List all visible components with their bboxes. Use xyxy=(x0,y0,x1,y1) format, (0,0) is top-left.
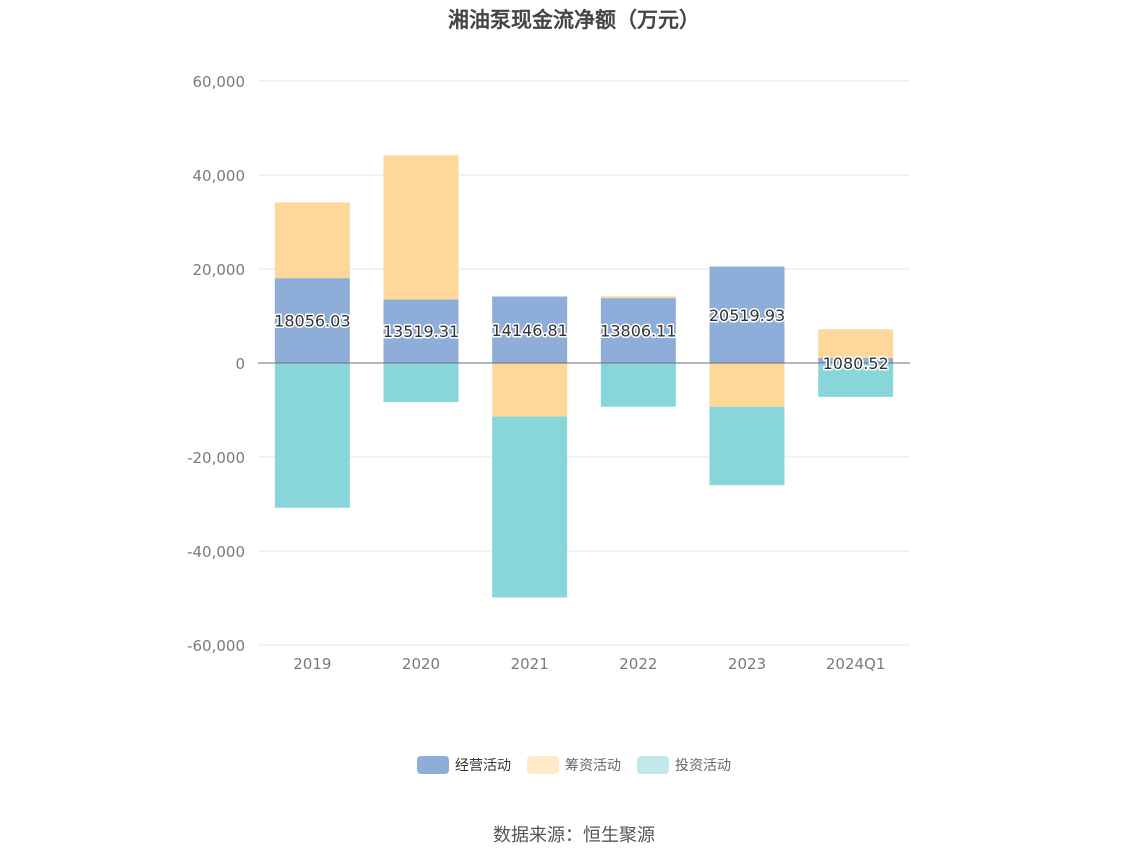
bar-operating-2022 xyxy=(600,298,676,363)
bar-operating-2021 xyxy=(492,296,568,363)
bar-financing-2021 xyxy=(492,363,568,417)
x-tick-label: 2022 xyxy=(619,655,657,673)
legend-item-financing[interactable]: 筹资活动 xyxy=(527,755,621,775)
x-tick-label: 2023 xyxy=(728,655,766,673)
y-tick-label: 40,000 xyxy=(193,167,246,185)
data-label-operating: 14146.81 xyxy=(491,321,567,340)
data-label-operating: 18056.03 xyxy=(274,312,350,331)
y-tick-label: 20,000 xyxy=(193,261,246,279)
bar-financing-2022 xyxy=(600,296,676,299)
data-label-operating: 13806.11 xyxy=(600,322,676,341)
bar-financing-2020 xyxy=(383,155,459,300)
legend-item-operating[interactable]: 经营活动 xyxy=(417,755,511,775)
legend-swatch-financing xyxy=(527,756,559,774)
x-tick-label: 2020 xyxy=(402,655,440,673)
y-tick-label: 0 xyxy=(235,355,245,373)
data-label-operating: 1080.52 xyxy=(823,354,889,373)
legend-label-investing: 投资活动 xyxy=(675,758,731,774)
y-tick-label: 60,000 xyxy=(193,73,246,91)
bar-operating-2023 xyxy=(709,266,785,363)
y-tick-label: -60,000 xyxy=(187,637,245,655)
legend-label-financing: 筹资活动 xyxy=(565,758,621,774)
data-label-operating: 13519.31 xyxy=(383,322,459,341)
data-source: 数据来源：恒生聚源 xyxy=(493,825,655,846)
chart-title: 湘油泵现金流净额（万元） xyxy=(448,8,700,32)
bar-investing-2022 xyxy=(600,363,676,407)
legend: 经营活动 筹资活动 投资活动 xyxy=(0,755,1148,775)
bar-financing-2019 xyxy=(274,202,350,279)
bar-operating-2019 xyxy=(274,278,350,363)
x-tick-label: 2021 xyxy=(511,655,549,673)
bar-investing-2023 xyxy=(709,406,785,486)
bar-operating-2024Q1 xyxy=(818,357,894,363)
legend-swatch-investing xyxy=(637,756,669,774)
bar-operating-2020 xyxy=(383,299,459,363)
bar-financing-2024Q1 xyxy=(818,329,894,358)
bar-investing-2024Q1 xyxy=(818,363,894,397)
legend-item-investing[interactable]: 投资活动 xyxy=(637,755,731,775)
data-label-operating: 20519.93 xyxy=(709,306,785,325)
y-tick-label: -40,000 xyxy=(187,543,245,561)
y-tick-label: -20,000 xyxy=(187,449,245,467)
bar-investing-2019 xyxy=(274,363,350,508)
x-tick-label: 2019 xyxy=(293,655,331,673)
bar-investing-2020 xyxy=(383,363,459,403)
legend-swatch-operating xyxy=(417,756,449,774)
bar-investing-2021 xyxy=(492,416,568,598)
legend-label-operating: 经营活动 xyxy=(455,758,511,774)
x-tick-label: 2024Q1 xyxy=(826,655,886,673)
bar-financing-2023 xyxy=(709,363,785,407)
